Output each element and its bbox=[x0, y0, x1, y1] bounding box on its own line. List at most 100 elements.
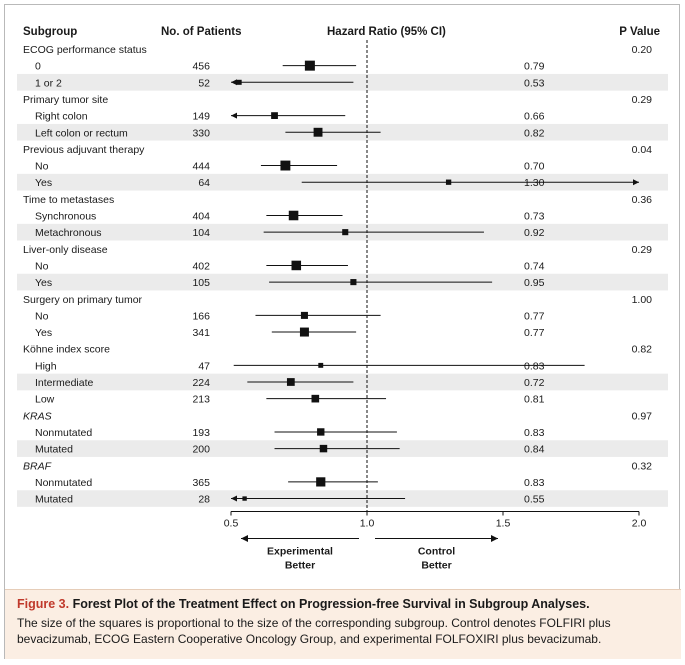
hazard-ratio-value: 0.83 bbox=[524, 477, 545, 489]
subgroup-label: 0 bbox=[35, 61, 41, 73]
subgroup-label: Mutated bbox=[35, 444, 73, 456]
group-label: Primary tumor site bbox=[23, 94, 108, 106]
group-label: Previous adjuvant therapy bbox=[23, 144, 145, 156]
point-estimate bbox=[313, 127, 323, 137]
hazard-ratio-value: 1.30 bbox=[524, 177, 545, 189]
experimental-better-label: Better bbox=[285, 560, 315, 572]
subgroup-label: No bbox=[35, 260, 49, 272]
caption-title: Figure 3. Forest Plot of the Treatment E… bbox=[17, 597, 669, 611]
point-estimate bbox=[271, 112, 278, 119]
x-tick-label: 1.0 bbox=[360, 518, 375, 530]
point-estimate bbox=[304, 60, 315, 71]
patient-count: 64 bbox=[198, 177, 210, 189]
experimental-better-label: Experimental bbox=[267, 546, 333, 558]
hazard-ratio-value: 0.95 bbox=[524, 277, 545, 289]
point-estimate bbox=[342, 229, 349, 236]
group-p-value: 0.97 bbox=[632, 410, 653, 422]
patient-count: 330 bbox=[192, 127, 210, 139]
point-estimate bbox=[236, 79, 242, 85]
hazard-ratio-value: 0.70 bbox=[524, 161, 545, 173]
point-estimate bbox=[291, 260, 302, 271]
group-label: Surgery on primary tumor bbox=[23, 294, 143, 306]
subgroup-label: Low bbox=[35, 394, 55, 406]
point-estimate bbox=[286, 378, 295, 386]
hazard-ratio-value: 0.92 bbox=[524, 227, 545, 239]
point-estimate bbox=[311, 394, 320, 403]
subgroup-label: Metachronous bbox=[35, 227, 102, 239]
subgroup-label: 1 or 2 bbox=[35, 77, 62, 89]
subgroup-label: Yes bbox=[35, 177, 52, 189]
hazard-ratio-value: 0.74 bbox=[524, 260, 545, 272]
subgroup-label: Mutated bbox=[35, 494, 73, 506]
hazard-ratio-value: 0.84 bbox=[524, 444, 545, 456]
group-label: Köhne index score bbox=[23, 344, 110, 356]
group-p-value: 0.82 bbox=[632, 344, 653, 356]
point-estimate bbox=[350, 279, 357, 286]
control-better-label: Control bbox=[418, 546, 455, 558]
hazard-ratio-value: 0.77 bbox=[524, 310, 545, 322]
group-label: ECOG performance status bbox=[23, 44, 147, 56]
hazard-ratio-value: 0.83 bbox=[524, 427, 545, 439]
subgroup-label: High bbox=[35, 360, 57, 372]
point-estimate bbox=[242, 496, 247, 501]
patient-count: 52 bbox=[198, 77, 210, 89]
header-subgroup: Subgroup bbox=[23, 26, 77, 38]
group-label: BRAF bbox=[23, 460, 52, 472]
patient-count: 28 bbox=[198, 494, 210, 506]
point-estimate bbox=[319, 444, 328, 453]
figure-label: Figure 3. bbox=[17, 597, 70, 611]
hazard-ratio-value: 0.72 bbox=[524, 377, 545, 389]
hazard-ratio-value: 0.55 bbox=[524, 494, 545, 506]
hazard-ratio-value: 0.77 bbox=[524, 327, 545, 339]
patient-count: 456 bbox=[192, 61, 210, 73]
group-label: Time to metastases bbox=[23, 194, 114, 206]
patient-count: 193 bbox=[192, 427, 210, 439]
subgroup-label: Synchronous bbox=[35, 211, 96, 223]
header-hazard-ratio: Hazard Ratio (95% CI) bbox=[327, 26, 446, 38]
group-label: Liver-only disease bbox=[23, 244, 108, 256]
point-estimate bbox=[280, 160, 291, 171]
subgroup-label: Left colon or rectum bbox=[35, 127, 128, 139]
patient-count: 224 bbox=[192, 377, 210, 389]
ci-arrow-left bbox=[231, 112, 237, 119]
group-p-value: 0.32 bbox=[632, 460, 653, 472]
figure-frame: Subgroup No. of Patients Hazard Ratio (95%… bbox=[4, 4, 681, 659]
caption-title-text: Forest Plot of the Treatment Effect on P… bbox=[72, 597, 590, 611]
hazard-ratio-value: 0.66 bbox=[524, 111, 545, 123]
x-tick-label: 1.5 bbox=[496, 518, 511, 530]
subgroup-label: Yes bbox=[35, 277, 52, 289]
patient-count: 341 bbox=[192, 327, 210, 339]
ci-arrow-left bbox=[231, 495, 237, 502]
subgroup-label: Yes bbox=[35, 327, 52, 339]
subgroup-label: Nonmutated bbox=[35, 427, 92, 439]
point-estimate bbox=[318, 362, 324, 368]
x-tick-label: 2.0 bbox=[632, 518, 647, 530]
point-estimate bbox=[317, 428, 325, 436]
group-label: KRAS bbox=[23, 410, 52, 422]
hazard-ratio-value: 0.53 bbox=[524, 77, 545, 89]
ci-arrow-left bbox=[231, 79, 237, 86]
control-better-label: Better bbox=[421, 560, 451, 572]
patient-count: 444 bbox=[192, 161, 210, 173]
point-estimate bbox=[300, 311, 308, 319]
group-p-value: 0.29 bbox=[632, 94, 653, 106]
header-patients: No. of Patients bbox=[161, 26, 242, 38]
patient-count: 402 bbox=[192, 260, 210, 272]
experimental-better-arrowhead bbox=[241, 535, 248, 543]
patient-count: 404 bbox=[192, 211, 210, 223]
patient-count: 105 bbox=[192, 277, 210, 289]
subgroup-label: Nonmutated bbox=[35, 477, 92, 489]
group-p-value: 0.36 bbox=[632, 194, 653, 206]
subgroup-label: No bbox=[35, 161, 49, 173]
subgroup-label: Right colon bbox=[35, 111, 88, 123]
forest-plot: Subgroup No. of Patients Hazard Ratio (95%… bbox=[17, 26, 668, 572]
patient-count: 213 bbox=[192, 394, 210, 406]
group-p-value: 0.20 bbox=[632, 44, 653, 56]
caption-text: The size of the squares is proportional … bbox=[17, 616, 611, 646]
x-tick-label: 0.5 bbox=[224, 518, 239, 530]
figure-caption: Figure 3. Forest Plot of the Treatment E… bbox=[5, 589, 681, 659]
control-better-arrowhead bbox=[491, 535, 498, 543]
subgroup-label: Intermediate bbox=[35, 377, 94, 389]
point-estimate bbox=[445, 179, 452, 185]
group-p-value: 1.00 bbox=[632, 294, 653, 306]
